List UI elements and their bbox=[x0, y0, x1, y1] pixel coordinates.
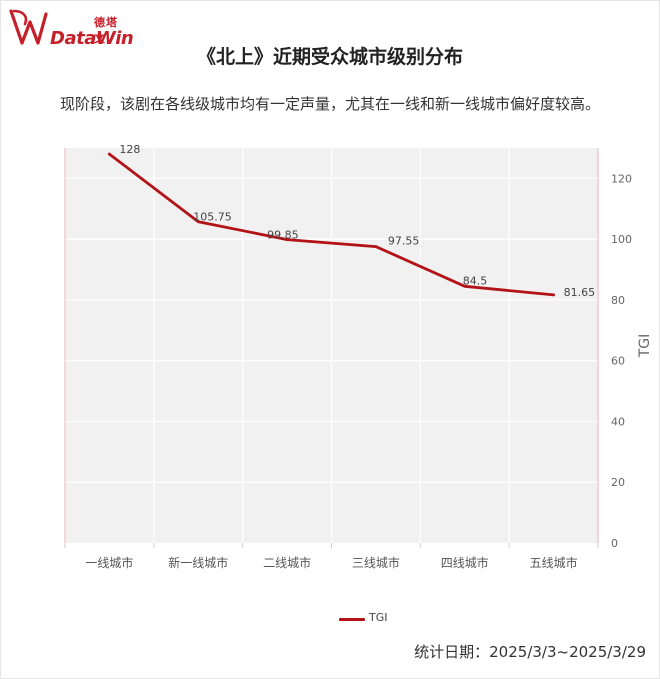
x-axis-ticks: 一线城市 新一线城市 二线城市 三线城市 四线城市 五线城市 bbox=[64, 543, 599, 570]
chart-title: 《北上》近期受众城市级别分布 bbox=[196, 46, 463, 68]
brand-name-en: DataWin bbox=[50, 28, 134, 49]
y-axis-title: TGI bbox=[637, 334, 653, 359]
y-axis-ticks: 0 20 40 60 80 100 120 bbox=[611, 172, 632, 550]
x-tick-label: 五线城市 bbox=[530, 555, 578, 570]
x-tick-label: 三线城市 bbox=[352, 555, 400, 570]
data-point bbox=[108, 152, 111, 156]
x-tick-label: 四线城市 bbox=[441, 555, 489, 570]
data-point bbox=[374, 245, 378, 248]
x-tick-label: 新一线城市 bbox=[168, 555, 228, 570]
data-label: 97.55 bbox=[388, 235, 420, 248]
data-label: 128 bbox=[119, 143, 140, 156]
data-point bbox=[196, 220, 200, 224]
y-tick-label: 20 bbox=[611, 476, 625, 489]
brand-name-cn: 德塔文 bbox=[94, 16, 118, 45]
data-point bbox=[552, 293, 555, 297]
y-tick-label: 0 bbox=[611, 537, 618, 550]
data-label-group: 128 105.75 99.85 97.55 84.5 81.65 bbox=[119, 143, 595, 299]
data-point bbox=[285, 238, 289, 242]
chart-subtitle: 现阶段，该剧在各线级城市均有一定声量，尤其在一线和新一线城市偏好度较高。 bbox=[59, 95, 600, 113]
line-chart: 一线城市 新一线城市 二线城市 三线城市 四线城市 五线城市 0 20 40 60 80 100 12… bbox=[64, 143, 653, 570]
y-tick-label: 40 bbox=[611, 415, 625, 428]
data-label: 84.5 bbox=[463, 274, 488, 287]
y-tick-label: 120 bbox=[611, 172, 632, 185]
series-line-tgi bbox=[108, 152, 555, 297]
legend-label: TGI bbox=[369, 611, 388, 624]
data-label: 105.75 bbox=[193, 211, 232, 224]
stat-date: 统计日期：2025/3/3~2025/3/29 bbox=[414, 643, 646, 661]
y-tick-label: 100 bbox=[611, 233, 632, 246]
datawin-logo-icon bbox=[9, 9, 48, 45]
data-point bbox=[463, 284, 467, 288]
legend-swatch bbox=[339, 618, 365, 621]
y-tick-label: 60 bbox=[611, 355, 625, 368]
brand-logo: 德塔文 DataWin bbox=[8, 6, 134, 49]
data-label: 81.65 bbox=[564, 286, 596, 299]
vertical-gridlines bbox=[153, 148, 510, 543]
series-group bbox=[108, 152, 555, 297]
data-label: 99.85 bbox=[267, 229, 299, 242]
x-tick-label: 二线城市 bbox=[263, 555, 311, 570]
horizontal-gridlines bbox=[65, 177, 598, 483]
y-tick-label: 80 bbox=[611, 294, 625, 307]
x-tick-label: 一线城市 bbox=[85, 555, 133, 570]
